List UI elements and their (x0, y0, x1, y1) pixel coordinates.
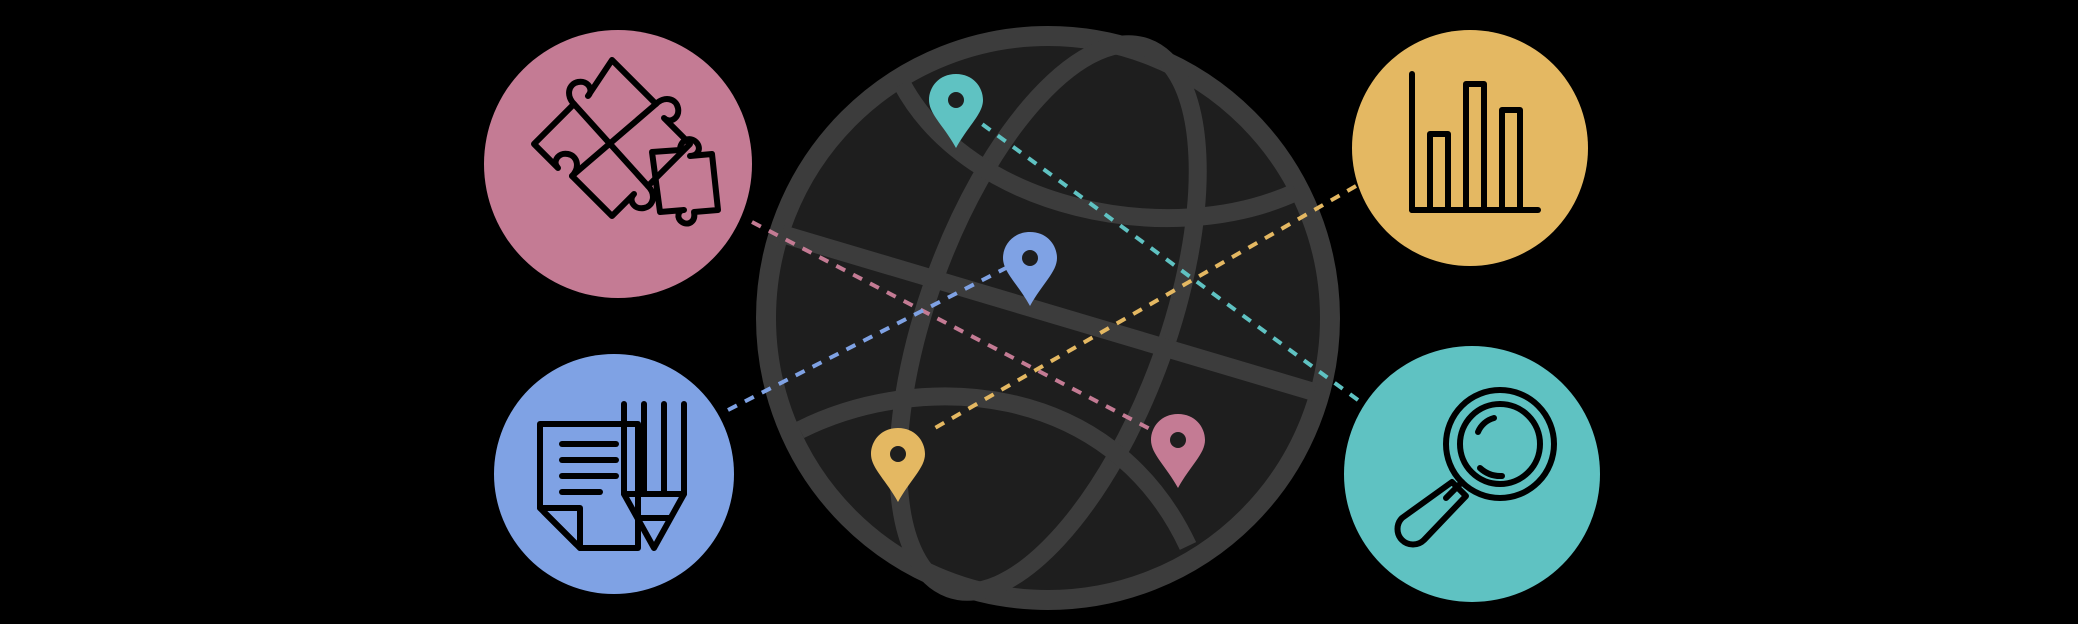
blue-pin-icon (1003, 232, 1057, 306)
globe-arc-bottom (795, 387, 1197, 550)
document-node (494, 354, 734, 594)
connections (727, 122, 1360, 434)
puzzle-node (484, 30, 752, 298)
puzzle-node-circle (484, 30, 752, 298)
connection-document-blue-pin (727, 266, 1007, 412)
connection-chart-gold-pin (927, 184, 1357, 434)
connection-search-teal-pin (980, 122, 1360, 402)
gold-pin-icon (871, 428, 925, 502)
search-node (1344, 346, 1600, 602)
bar-chart-icon (1409, 71, 1541, 213)
magnifier-icon (1394, 387, 1557, 548)
puzzle-icon (531, 57, 721, 227)
globe-band-middle (779, 225, 1317, 401)
pink-pin-icon (1151, 414, 1205, 488)
teal-pin-icon (929, 74, 983, 148)
chart-node (1352, 30, 1588, 266)
document-pencil-icon (537, 401, 687, 551)
chart-node-circle (1352, 30, 1588, 266)
globe-arc-top (894, 79, 1300, 228)
